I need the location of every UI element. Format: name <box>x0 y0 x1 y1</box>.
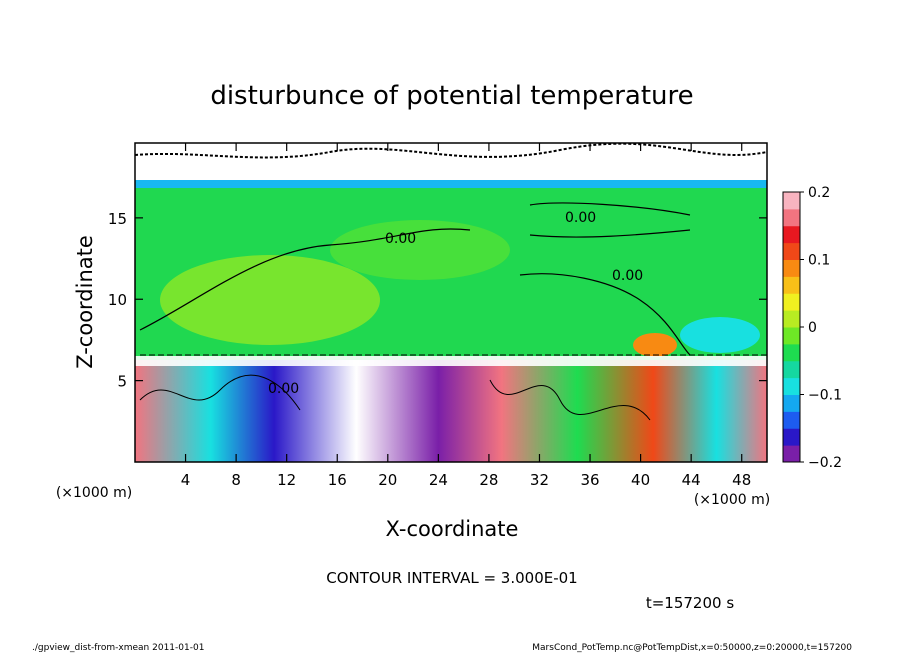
field-warm-patch <box>160 255 380 345</box>
y-axis: 5 10 15 <box>108 210 767 391</box>
colorbar-swatch <box>783 192 800 210</box>
field-lower-layer <box>135 360 767 462</box>
time-text: t=157200 s <box>646 594 734 612</box>
field-warm-spot <box>633 333 677 357</box>
colorbar-tick-label: 0.2 <box>808 185 830 201</box>
contour-line <box>135 143 767 159</box>
colorbar-swatch <box>783 327 800 345</box>
y-axis-label: Z-coordinate <box>73 235 97 369</box>
y-unit-label: (×1000 m) <box>56 485 132 501</box>
contour-interval-text: CONTOUR INTERVAL = 3.000E-01 <box>326 569 577 587</box>
x-tick-label: 48 <box>732 471 751 489</box>
x-tick-label: 44 <box>682 471 701 489</box>
colorbar-swatch <box>783 445 800 463</box>
colorbar-swatch <box>783 208 800 227</box>
contour-line <box>139 228 471 331</box>
colorbar-tick-label: −0.1 <box>808 388 842 404</box>
x-tick-label: 8 <box>231 471 241 489</box>
contour-line <box>139 374 301 411</box>
field-cold-spot <box>680 317 760 353</box>
colorbar-swatch <box>783 343 800 362</box>
x-tick-label: 36 <box>580 471 599 489</box>
colorbar-swatch <box>783 310 800 328</box>
x-tick-label: 28 <box>479 471 498 489</box>
colorbar-swatch <box>783 394 800 412</box>
x-axis-label: X-coordinate <box>386 517 519 541</box>
x-tick-label: 32 <box>530 471 549 489</box>
field-transition-band <box>135 356 767 366</box>
footer-right: MarsCond_PotTemp.nc@PotTempDist,x=0:5000… <box>532 643 852 653</box>
y-tick-label: 10 <box>108 291 127 309</box>
field-top-noise <box>135 143 767 183</box>
x-tick-label: 16 <box>328 471 347 489</box>
heatmap-field <box>135 143 767 462</box>
colorbar-tick-label: 0 <box>808 320 817 336</box>
contour-label: 0.00 <box>385 231 416 247</box>
contour-label: 0.00 <box>612 268 643 284</box>
x-tick-label: 24 <box>429 471 448 489</box>
colorbar-swatch <box>783 377 800 395</box>
contour-line <box>489 379 651 421</box>
colorbar: 0.2 0.1 0 −0.1 −0.2 <box>782 185 842 471</box>
field-warm-patch <box>330 220 510 280</box>
x-unit-label: (×1000 m) <box>694 492 770 508</box>
colorbar-swatch <box>783 276 800 294</box>
contour-label: 0.00 <box>565 210 596 226</box>
x-tick-label: 40 <box>631 471 650 489</box>
colorbar-swatch <box>783 293 800 311</box>
x-tick-label: 20 <box>378 471 397 489</box>
colorbar-swatch <box>783 242 800 260</box>
colorbar-swatch <box>783 259 800 277</box>
colorbar-swatch <box>783 225 800 244</box>
x-axis: 4 8 12 16 20 24 28 32 36 40 44 48 <box>181 143 751 489</box>
y-tick-label: 15 <box>108 210 127 228</box>
plot-frame <box>134 142 768 463</box>
colorbar-swatch <box>783 428 800 446</box>
footer-left: ./gpview_dist-from-xmean 2011-01-01 <box>32 643 204 653</box>
contour-line <box>519 273 691 356</box>
colorbar-tick-label: 0.1 <box>808 253 830 269</box>
x-tick-label: 12 <box>277 471 296 489</box>
colorbar-swatch <box>783 411 800 429</box>
field-cold-band <box>135 180 767 188</box>
x-tick-label: 4 <box>181 471 191 489</box>
contour-line <box>529 202 691 238</box>
colorbar-tick-label: −0.2 <box>808 455 842 471</box>
colorbar-swatch <box>783 360 800 379</box>
chart-title: disturbunce of potential temperature <box>210 81 693 111</box>
y-tick-label: 5 <box>117 373 127 391</box>
contour-label: 0.00 <box>268 381 299 397</box>
